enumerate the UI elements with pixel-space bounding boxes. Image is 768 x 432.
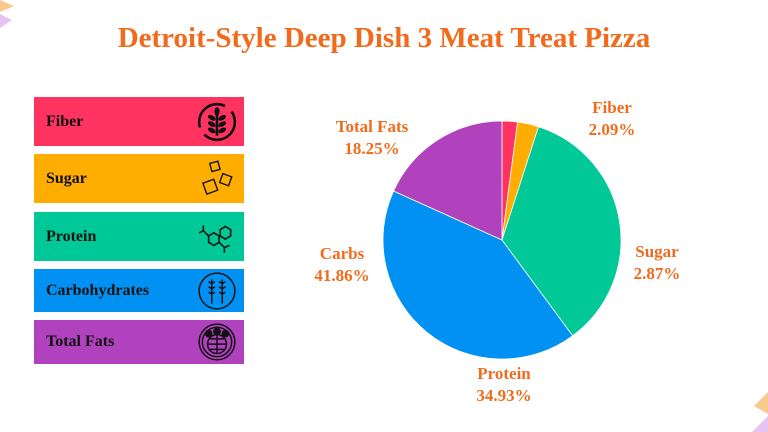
slice-label-sugar: Sugar 2.87%	[634, 241, 681, 285]
legend-item-carbohydrates: Carbohydrates	[34, 269, 244, 312]
slice-percent: 2.09%	[588, 120, 636, 139]
fat-globe-icon	[198, 323, 236, 361]
legend-item-total-fats: Total Fats	[34, 320, 244, 364]
slice-name: Total Fats	[335, 117, 409, 136]
pie-slice-total-fats	[393, 120, 503, 241]
slice-percent: 2.87%	[633, 264, 681, 283]
slice-percent: 41.86%	[314, 266, 370, 285]
legend-item-protein: Protein	[34, 212, 244, 261]
slice-label-total-fats: Total Fats 18.25%	[336, 116, 409, 160]
slice-label-fiber: Fiber 2.09%	[589, 97, 636, 141]
slice-name: Protein	[477, 364, 531, 383]
corner-decoration-bottom-right	[752, 392, 768, 432]
legend-label: Carbohydrates	[46, 281, 150, 299]
legend-label: Total Fats	[46, 333, 115, 350]
legend-item-sugar: Sugar	[34, 154, 244, 203]
slice-label-protein: Protein 34.93%	[476, 363, 531, 407]
pie-slice-carbs	[382, 190, 574, 360]
legend-label: Protein	[46, 227, 97, 245]
legend-label: Fiber	[46, 112, 84, 130]
wheat-icon	[197, 102, 237, 141]
pie-slice-protein	[501, 126, 622, 337]
grain-icon	[198, 271, 236, 310]
sugar-cubes-icon	[202, 159, 233, 195]
corner-decoration-top-left	[0, 0, 14, 28]
legend-item-fiber: Fiber	[34, 97, 244, 146]
slice-percent: 18.25%	[344, 139, 400, 158]
page-title: Detroit-Style Deep Dish 3 Meat Treat Piz…	[117, 22, 651, 54]
slice-name: Sugar	[635, 242, 679, 261]
slice-label-carbs: Carbs 41.86%	[314, 243, 369, 287]
molecule-icon	[198, 224, 232, 253]
slice-percent: 34.93%	[476, 386, 532, 405]
legend-label: Sugar	[46, 169, 87, 187]
slice-name: Carbs	[319, 244, 365, 263]
slice-name: Fiber	[592, 98, 632, 117]
